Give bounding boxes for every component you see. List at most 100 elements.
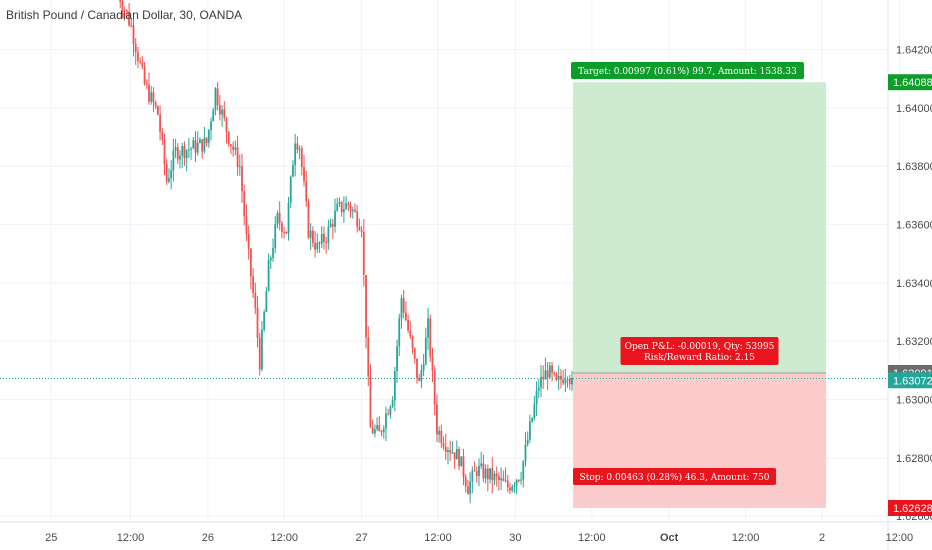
candle-body xyxy=(187,149,190,151)
candle-body xyxy=(493,473,496,481)
stop-label-text: Stop: 0.00463 (0.28%) 46.3, Amount: 750 xyxy=(580,472,770,483)
candle-body xyxy=(165,164,168,182)
candle-body xyxy=(393,371,396,401)
candle-body xyxy=(236,147,239,168)
candle-body xyxy=(223,109,226,118)
candle-body xyxy=(265,291,268,312)
candle-body xyxy=(455,448,458,460)
target-price-tag xyxy=(888,74,932,91)
candle-body xyxy=(400,298,403,319)
candle-body xyxy=(176,147,179,160)
candle-body xyxy=(318,242,321,244)
stop-label xyxy=(573,468,776,485)
candle-body xyxy=(502,478,505,481)
candle-body xyxy=(283,231,285,233)
candle-body xyxy=(340,202,343,213)
y-tick-label: 1.63800 xyxy=(896,161,932,173)
candle-body xyxy=(278,212,281,224)
candle-body xyxy=(571,377,573,385)
candle-body xyxy=(227,131,230,145)
x-tick-label: 12:00 xyxy=(424,532,452,544)
candle-body xyxy=(285,231,288,234)
candle-body xyxy=(190,148,192,150)
candle-body xyxy=(294,143,297,166)
candle-body xyxy=(546,370,549,378)
candle-body xyxy=(360,229,363,232)
candle-body xyxy=(531,418,534,422)
candle-body xyxy=(249,248,252,277)
candle-body xyxy=(325,242,328,244)
candle-body xyxy=(396,346,398,372)
x-tick-label: 25 xyxy=(45,532,57,544)
candle-body xyxy=(533,404,536,419)
candle-body xyxy=(389,406,392,415)
candle-body xyxy=(376,425,379,430)
y-tick-label: 1.63200 xyxy=(896,336,932,348)
candle-body xyxy=(192,140,195,149)
candle-body xyxy=(568,379,571,385)
candle-body xyxy=(354,209,356,212)
candle-body xyxy=(511,486,514,491)
candle-body xyxy=(504,480,507,482)
candle-body xyxy=(203,137,206,152)
x-tick-label: 12:00 xyxy=(117,532,145,544)
candle-body xyxy=(128,11,130,26)
candle-body xyxy=(424,337,427,365)
candle-body xyxy=(398,318,401,347)
candle-body xyxy=(156,106,159,115)
candle-body xyxy=(139,60,142,63)
candle-body xyxy=(272,248,274,258)
candle-body xyxy=(263,311,266,330)
candle-body xyxy=(486,468,489,480)
target-label-text: Target: 0.00997 (0.61%) 99.7, Amount: 15… xyxy=(578,66,797,77)
x-tick-label: 12:00 xyxy=(732,532,760,544)
candle-body xyxy=(473,470,476,472)
candle-body xyxy=(342,209,345,213)
candle-body xyxy=(307,201,310,238)
y-tick-label: 1.63600 xyxy=(896,220,932,232)
candle-body xyxy=(509,487,511,491)
candle-body xyxy=(407,320,410,331)
candle-body xyxy=(256,307,259,338)
candle-body xyxy=(218,105,221,115)
pnl-label-text: Risk/Reward Ratio: 2.15 xyxy=(644,353,755,363)
candle-body xyxy=(513,485,516,487)
candle-body xyxy=(252,276,254,293)
candle-body xyxy=(436,404,438,435)
candle-body xyxy=(289,176,292,203)
candle-body xyxy=(420,370,423,382)
current-price-tag xyxy=(888,372,932,389)
candle-body xyxy=(150,92,153,102)
candle-body xyxy=(464,477,467,487)
loss-zone xyxy=(573,372,826,509)
pnl-label xyxy=(620,337,779,365)
candle-body xyxy=(331,223,334,227)
candle-body xyxy=(380,431,383,433)
candle-body xyxy=(378,425,381,432)
candle-body xyxy=(230,144,232,147)
candle-body xyxy=(387,413,390,415)
candle-body xyxy=(125,10,128,12)
candle-body xyxy=(489,468,491,480)
candle-body xyxy=(515,480,518,486)
candle-body xyxy=(349,204,352,211)
stop-price-tag xyxy=(888,500,932,517)
candle-body xyxy=(280,223,283,232)
candle-body xyxy=(522,461,525,480)
candle-body xyxy=(402,298,405,313)
candle-body xyxy=(316,242,319,250)
candle-body xyxy=(170,170,173,179)
candle-body xyxy=(232,146,235,150)
candle-body xyxy=(560,375,562,380)
x-tick-label: 12:00 xyxy=(886,532,914,544)
candle-body xyxy=(163,139,166,165)
candle-body xyxy=(327,226,330,243)
current-price-tag-text: 1.63072 xyxy=(893,375,932,387)
candle-body xyxy=(416,358,418,378)
y-tick-label: 1.63000 xyxy=(896,395,932,407)
candle-body xyxy=(221,109,223,115)
candle-body xyxy=(449,450,452,453)
candle-body xyxy=(181,146,184,156)
candle-body xyxy=(274,223,277,249)
